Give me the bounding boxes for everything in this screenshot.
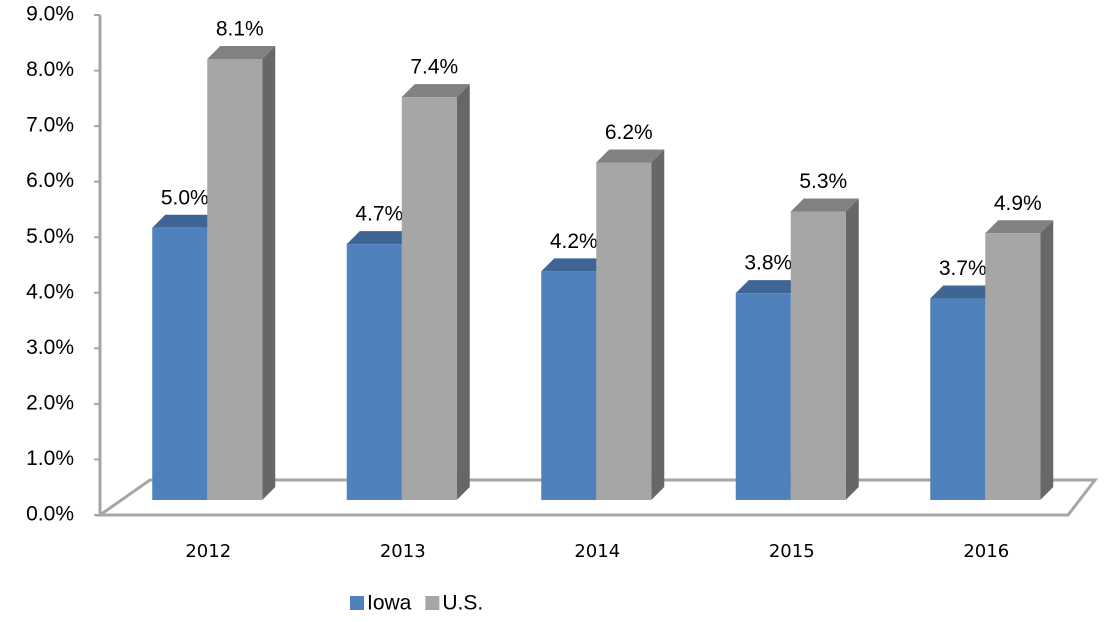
x-tick-label: 2013 bbox=[380, 541, 426, 562]
data-label: 6.2% bbox=[605, 121, 653, 144]
bar-side bbox=[651, 149, 665, 500]
y-tick-label: 0.0% bbox=[26, 503, 74, 526]
bar-top bbox=[930, 285, 999, 299]
bar bbox=[985, 233, 1041, 500]
floor bbox=[95, 478, 1099, 517]
bar-top bbox=[401, 84, 470, 98]
bar bbox=[346, 244, 402, 500]
legend-label: U.S. bbox=[442, 592, 483, 615]
bar bbox=[401, 97, 457, 500]
bar bbox=[207, 59, 263, 500]
bar bbox=[152, 227, 208, 500]
data-label: 3.7% bbox=[939, 257, 987, 280]
data-label: 3.8% bbox=[744, 252, 792, 275]
y-tick-label: 3.0% bbox=[26, 336, 74, 359]
y-tick-label: 9.0% bbox=[26, 3, 74, 26]
x-tick-label: 2016 bbox=[963, 541, 1009, 562]
data-label: 8.1% bbox=[216, 18, 264, 41]
bar-top bbox=[207, 46, 276, 59]
y-tick-label: 8.0% bbox=[26, 58, 74, 81]
bar-side bbox=[1040, 220, 1054, 500]
bar-top bbox=[541, 258, 610, 272]
data-label: 5.0% bbox=[161, 186, 209, 209]
data-label: 5.3% bbox=[799, 170, 847, 193]
y-tick-label: 1.0% bbox=[26, 447, 74, 470]
y-tick-label: 2.0% bbox=[26, 391, 74, 414]
y-tick-label: 6.0% bbox=[26, 169, 74, 192]
bar-top bbox=[152, 214, 221, 228]
y-tick-label: 5.0% bbox=[26, 225, 74, 248]
data-label: 4.7% bbox=[355, 203, 403, 226]
data-label: 4.2% bbox=[550, 230, 598, 253]
bar bbox=[596, 162, 652, 500]
y-tick-label: 4.0% bbox=[26, 280, 74, 303]
bar-top bbox=[735, 280, 804, 294]
legend-swatch bbox=[350, 596, 364, 610]
legend-label: Iowa bbox=[367, 592, 412, 615]
legend-swatch bbox=[425, 596, 440, 610]
data-label: 4.9% bbox=[994, 192, 1042, 215]
y-tick-label: 7.0% bbox=[26, 114, 74, 137]
bar bbox=[735, 293, 791, 500]
bar-side bbox=[262, 46, 276, 500]
bar-top bbox=[596, 149, 665, 163]
bar bbox=[790, 211, 846, 500]
bar-top bbox=[790, 198, 859, 212]
x-tick-label: 2014 bbox=[574, 541, 620, 562]
bar-side bbox=[845, 198, 859, 500]
bar-top bbox=[346, 231, 415, 245]
x-tick-label: 2012 bbox=[185, 541, 231, 562]
bar-side bbox=[456, 84, 470, 500]
bar bbox=[930, 298, 986, 500]
bar-top bbox=[985, 220, 1054, 234]
bar bbox=[541, 271, 597, 500]
data-label: 7.4% bbox=[410, 56, 458, 79]
x-tick-label: 2015 bbox=[769, 541, 815, 562]
